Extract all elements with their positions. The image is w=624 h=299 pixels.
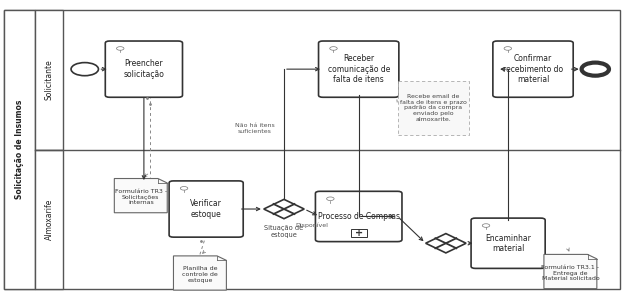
Bar: [4, 10, 35, 289]
FancyBboxPatch shape: [315, 191, 402, 242]
Text: Preencher
solicitação: Preencher solicitação: [124, 60, 164, 79]
Text: +: +: [354, 228, 363, 238]
Text: Formulário TR3 -
Solicitações
internas: Formulário TR3 - Solicitações internas: [115, 189, 167, 205]
Polygon shape: [114, 179, 167, 213]
Text: Planilha de
controle de
estoque: Planilha de controle de estoque: [182, 266, 218, 283]
Text: Solicitante: Solicitante: [44, 59, 54, 100]
Bar: [351, 229, 367, 237]
Polygon shape: [544, 254, 597, 289]
Bar: [397, 81, 469, 135]
Text: Recebe email de
falta de itens e prazo
padrão da compra
enviado pelo
almoxarite.: Recebe email de falta de itens e prazo p…: [400, 94, 467, 122]
Text: Almoxarife: Almoxarife: [44, 199, 54, 240]
Circle shape: [71, 62, 99, 76]
Polygon shape: [173, 256, 227, 290]
FancyBboxPatch shape: [105, 41, 182, 97]
FancyBboxPatch shape: [169, 181, 243, 237]
Polygon shape: [426, 234, 466, 253]
Text: Solicitação de Insumos: Solicitação de Insumos: [15, 100, 24, 199]
FancyBboxPatch shape: [471, 218, 545, 269]
Text: Receber
comunicação de
falta de itens: Receber comunicação de falta de itens: [328, 54, 390, 84]
Polygon shape: [264, 199, 305, 219]
Text: Verificar
estoque: Verificar estoque: [190, 199, 222, 219]
FancyBboxPatch shape: [318, 41, 399, 97]
Text: Formulário TR3.1 -
Entrega de
Material solicitado: Formulário TR3.1 - Entrega de Material s…: [542, 265, 600, 281]
Text: Encaminhar
material: Encaminhar material: [485, 234, 531, 253]
Text: Processo de Compras: Processo de Compras: [318, 212, 400, 221]
Text: Confirmar
recebimento do
material: Confirmar recebimento do material: [503, 54, 563, 84]
Circle shape: [582, 62, 609, 76]
Text: Disponível: Disponível: [296, 222, 328, 228]
Text: Situação de
estoque: Situação de estoque: [265, 225, 304, 238]
Bar: [35, 10, 63, 150]
Bar: [35, 150, 63, 289]
FancyBboxPatch shape: [493, 41, 573, 97]
Text: Não há itens
suficientes: Não há itens suficientes: [235, 123, 275, 134]
